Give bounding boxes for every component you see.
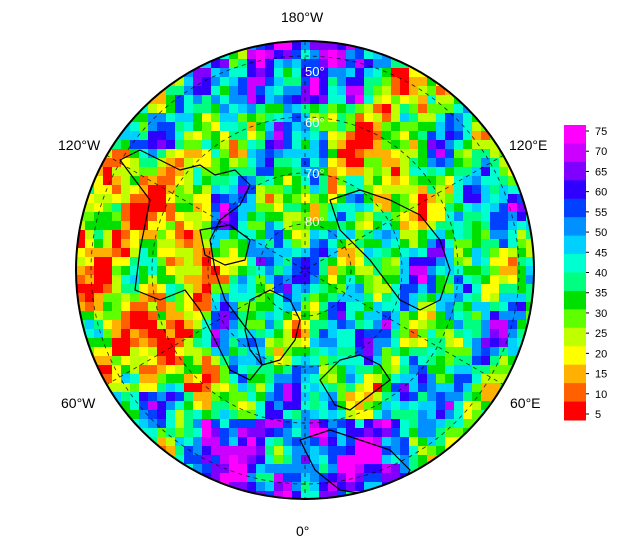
colorbar-swatch bbox=[564, 254, 586, 273]
colorbar-swatch bbox=[564, 198, 586, 218]
colorbar-tick-label: 45 bbox=[595, 247, 607, 259]
colorbar-tick-label: 75 bbox=[595, 126, 607, 138]
lat-label-80: 80° bbox=[305, 214, 325, 229]
colorbar-tick-label: 55 bbox=[595, 207, 607, 219]
colorbar-swatch bbox=[564, 401, 586, 421]
coastline-north-america bbox=[119, 149, 263, 381]
colorbar-tick-label: 30 bbox=[595, 308, 607, 320]
colorbar-swatch bbox=[564, 309, 586, 329]
colorbar-swatch bbox=[564, 383, 586, 403]
colorbar-swatch bbox=[564, 272, 586, 292]
lat-label-50: 50° bbox=[305, 64, 325, 79]
colorbar-tick-label: 40 bbox=[595, 268, 607, 280]
lon-label-lower-left: 60°W bbox=[61, 395, 96, 411]
colorbar-tick-label: 20 bbox=[595, 348, 607, 360]
colorbar-tick-label: 50 bbox=[595, 227, 607, 239]
colorbar-swatch bbox=[564, 327, 586, 347]
lat-label-70: 70° bbox=[305, 166, 325, 181]
lon-label-upper-right: 120°E bbox=[509, 137, 548, 153]
lon-label-upper-left: 120°W bbox=[58, 137, 101, 153]
coastline-scandinavia bbox=[319, 354, 391, 411]
colorbar-tick-label: 70 bbox=[595, 146, 607, 158]
colorbar-tick-label: 15 bbox=[595, 369, 607, 381]
colorbar-swatch bbox=[564, 290, 586, 310]
colorbar-swatch bbox=[564, 125, 586, 144]
coastline-arctic-islands bbox=[199, 224, 251, 266]
colorbar-tick-label: 35 bbox=[595, 288, 607, 300]
lat-label-60: 60° bbox=[305, 115, 325, 130]
colorbar-tick-label: 60 bbox=[595, 187, 607, 199]
colorbar-tick-label: 65 bbox=[595, 166, 607, 178]
coastline-siberia bbox=[329, 189, 451, 311]
coastline-greenland bbox=[244, 289, 301, 366]
lon-label-top: 180°W bbox=[281, 9, 324, 25]
colorbar-swatch bbox=[564, 161, 586, 181]
colorbar-swatch bbox=[564, 346, 586, 366]
colorbar-swatch bbox=[564, 143, 586, 163]
lon-label-lower-right: 60°E bbox=[510, 395, 541, 411]
colorbar: 75 70 65 60 55 50 45 40 35 30 25 20 15 10 5 bbox=[564, 125, 607, 421]
colorbar-swatch bbox=[564, 235, 586, 255]
colorbar-tick-label: 25 bbox=[595, 328, 607, 340]
colorbar-swatch bbox=[564, 364, 586, 384]
colorbar-swatch bbox=[564, 217, 586, 237]
graticule bbox=[90, 41, 520, 499]
coastlines bbox=[119, 149, 451, 496]
colorbar-tick-label: 5 bbox=[595, 409, 601, 421]
colorbar-swatch bbox=[564, 180, 586, 200]
lon-label-bottom: 0° bbox=[296, 523, 310, 539]
map-border bbox=[75, 40, 535, 500]
colorbar-tick-label: 10 bbox=[595, 389, 607, 401]
